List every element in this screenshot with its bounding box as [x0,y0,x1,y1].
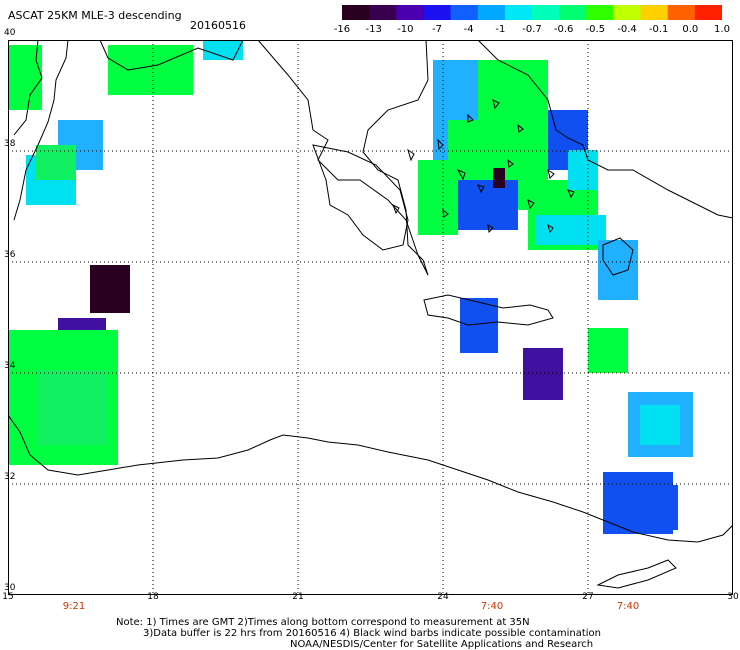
color-scale-segment [477,5,506,20]
swath-cell [598,240,638,300]
note-line-1: Note: 1) Times are GMT 2)Times along bot… [116,617,530,628]
color-scale-tick-label: -13 [365,24,382,35]
map-frame [8,40,733,595]
swath-cell [108,45,193,95]
color-scale-segment [342,5,370,20]
longitude-label: 15 [2,592,14,602]
note-line-3: NOAA/NESDIS/Center for Satellite Applica… [290,639,594,650]
swath-cell [536,215,606,245]
color-scale-tick-label: -0.6 [553,24,574,35]
pass-time-label: 7:40 [480,601,504,612]
coastlines [8,40,733,589]
color-scale-segment [694,5,722,20]
latitude-label: 32 [4,472,16,482]
color-scale-tick-label: -0.4 [617,24,637,35]
latitude-label: 34 [4,361,16,371]
swath-cell [90,265,130,313]
color-scale-segment [504,5,533,20]
color-scale-bar [342,5,722,20]
latitude-label: 40 [4,28,16,38]
scatterometer-swaths [8,40,693,534]
color-scale-tick-label: -7 [432,24,442,35]
color-scale-tick-label: 1.0 [714,24,730,35]
longitude-label: 21 [292,592,304,602]
longitude-label: 24 [437,592,449,602]
swath-cell [640,405,680,445]
map-date: 20160516 [190,19,246,32]
africa-coast [8,414,733,543]
pass-time-label: 7:40 [616,601,640,612]
longitude-label: 18 [147,592,159,602]
pass-time-label: 9:21 [62,601,86,612]
balkan-coast [257,40,429,276]
swath-cell [460,298,498,353]
swath-cell [56,445,96,465]
swath-cell [458,180,518,230]
swath-cell [38,370,108,445]
latitude-label: 38 [4,139,16,149]
italy-coastline [13,40,69,221]
peloponnese [312,144,409,251]
color-scale-tick-label: -1 [495,24,506,35]
swath-cell [588,328,628,373]
color-scale-segment [586,5,614,20]
latitude-label: 36 [4,250,16,260]
color-scale-segment [559,5,587,20]
map-title: ASCAT 25KM MLE-3 descending [8,9,182,22]
color-scale-tick-label: -10 [397,24,414,35]
swath-cell [493,168,505,188]
color-scale-segment [369,5,397,20]
swath-cell [648,485,678,530]
color-scale-tick-label: -0.1 [648,24,669,35]
color-scale-segment [450,5,479,20]
turkey-coast [477,40,733,219]
note-line-2: 3)Data buffer is 22 hrs from 20160516 4)… [143,628,601,639]
color-scale-segment [396,5,424,20]
color-scale-tick-label: -0.7 [522,24,542,35]
longitude-label: 30 [727,592,739,602]
lat-lon-grid [8,40,733,595]
color-scale-tick-label: -16 [333,24,351,35]
color-scale-tick-label: -4 [463,24,474,35]
wind-map [8,40,733,595]
color-scale-segment [423,5,452,20]
italy-heel [99,40,244,71]
color-scale-tick-label: 0.0 [682,24,699,35]
color-scale-ticks: -16 -13 -10 -7 -4 -1 -0.7 -0.6 -0.5 -0.4 -0.1 0.0 1.… [330,24,734,38]
swath-cell [568,150,598,190]
cyprus [596,559,677,589]
latitude-label: 30 [4,583,16,593]
color-scale-tick-label: -0.5 [585,24,606,35]
swath-cell [36,145,76,180]
swath-cell [203,40,243,60]
crete [423,294,554,326]
color-scale-segment [532,5,560,20]
color-scale-segment [640,5,669,20]
color-scale-segment [613,5,642,20]
rhodes [602,237,634,276]
swath-cell [523,348,563,400]
color-scale-segment [667,5,696,20]
longitude-label: 27 [582,592,594,602]
islands [392,99,575,234]
